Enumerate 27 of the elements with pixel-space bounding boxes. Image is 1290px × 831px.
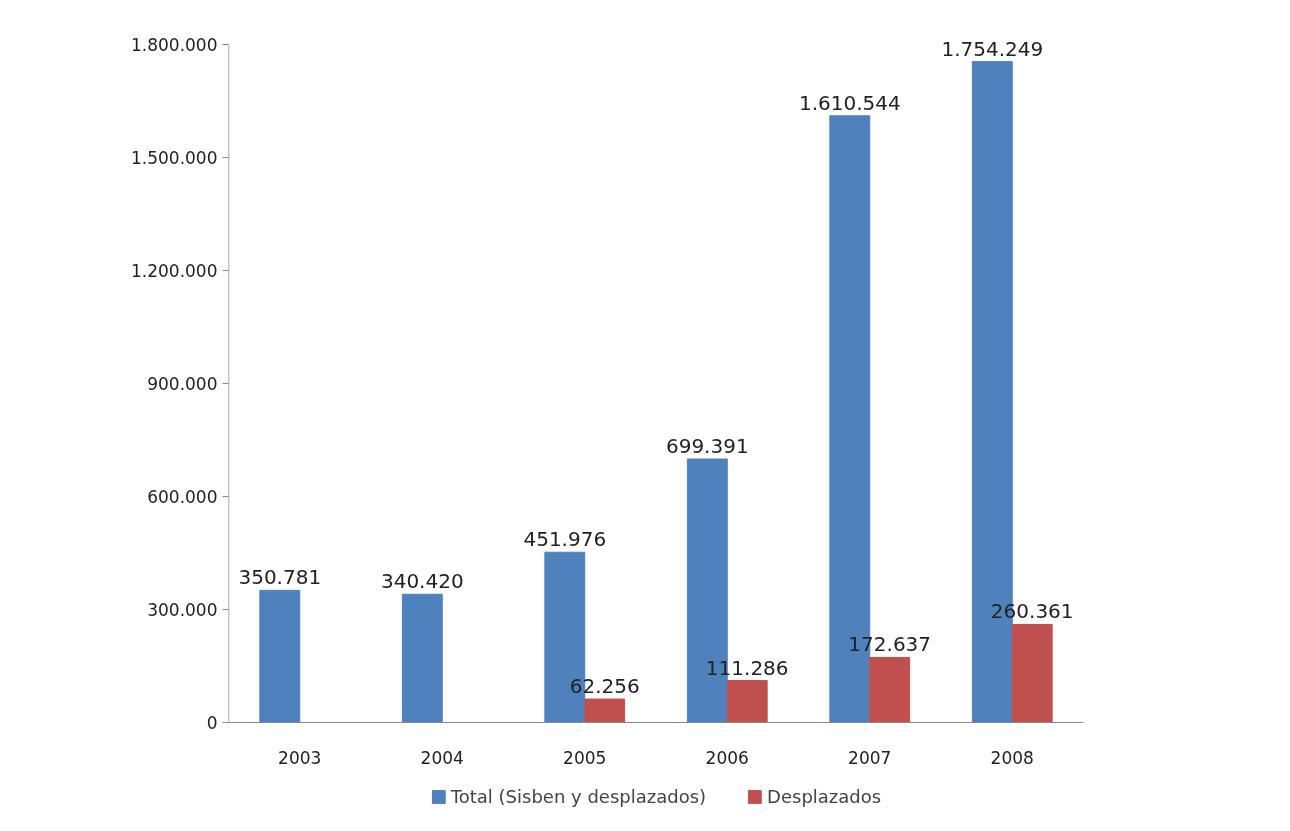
bar <box>401 593 443 723</box>
bar <box>869 656 911 723</box>
y-tick-label: 300.000 <box>147 599 218 620</box>
data-label: 699.391 <box>665 434 749 459</box>
bar <box>259 589 301 723</box>
x-tick-label: 2006 <box>705 747 749 768</box>
data-label: 350.781 <box>238 565 322 590</box>
legend-label: Total (Sisben y desplazados) <box>450 785 707 807</box>
x-tick-label: 2003 <box>278 747 322 768</box>
y-tick-label: 1.200.000 <box>130 260 218 281</box>
legend-label: Desplazados <box>767 785 882 807</box>
x-tick-label: 2008 <box>990 747 1034 768</box>
y-tick-label: 600.000 <box>147 486 218 507</box>
y-tick-label: 0 <box>206 713 218 733</box>
data-label: 1.610.544 <box>798 90 901 115</box>
x-tick-label: 2004 <box>420 747 464 768</box>
y-tick-label: 900.000 <box>147 373 218 394</box>
data-label: 451.976 <box>523 527 607 552</box>
data-label: 340.420 <box>380 569 464 594</box>
data-label: 1.754.249 <box>941 36 1044 61</box>
bar <box>1011 623 1053 723</box>
x-tick-label: 2007 <box>848 747 892 768</box>
bar <box>584 698 626 723</box>
y-tick-label: 1.500.000 <box>130 147 218 168</box>
x-tick-label: 2005 <box>563 747 607 768</box>
y-tick-label: 1.800.000 <box>130 34 218 55</box>
bar <box>726 680 768 723</box>
